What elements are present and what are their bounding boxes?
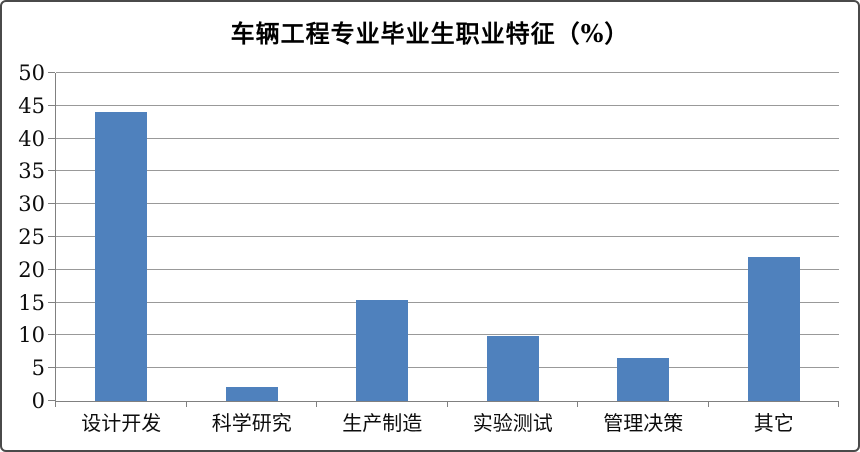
x-tick-2 xyxy=(316,402,317,407)
x-axis-label-设计开发: 设计开发 xyxy=(81,411,162,435)
y-axis-label-50: 50 xyxy=(18,61,45,85)
x-axis-label-科学研究: 科学研究 xyxy=(211,411,292,435)
bar-管理决策 xyxy=(617,357,670,401)
y-axis-label-35: 35 xyxy=(18,159,45,184)
gridline-10 xyxy=(56,334,839,336)
bar-科学研究 xyxy=(225,386,278,401)
y-axis-label-0: 0 xyxy=(31,389,45,413)
y-tick-15 xyxy=(48,301,55,303)
bar-其它 xyxy=(747,256,800,401)
y-axis-label-30: 30 xyxy=(18,192,45,217)
gridline-40 xyxy=(56,137,839,139)
y-tick-35 xyxy=(48,170,55,172)
y-axis-label-25: 25 xyxy=(18,225,45,249)
x-axis-label-其它: 其它 xyxy=(753,411,794,435)
y-axis-label-15: 15 xyxy=(18,290,45,315)
y-axis-line xyxy=(55,73,56,401)
y-tick-5 xyxy=(48,367,55,369)
x-tick-5 xyxy=(708,402,709,407)
gridline-25 xyxy=(56,236,839,237)
gridline-5 xyxy=(56,367,839,369)
bar-生产制造 xyxy=(356,299,409,401)
y-tick-50 xyxy=(48,72,55,73)
x-tick-3 xyxy=(447,402,448,407)
y-tick-40 xyxy=(48,137,55,139)
gridline-30 xyxy=(56,203,839,205)
bar-实验测试 xyxy=(486,336,539,401)
plot-area xyxy=(48,72,839,407)
y-axis-label-5: 5 xyxy=(31,356,45,381)
gridline-35 xyxy=(56,170,839,172)
x-tick-4 xyxy=(577,402,578,407)
x-tick-6 xyxy=(838,402,839,407)
gridline-20 xyxy=(56,268,839,270)
x-axis-label-管理决策: 管理决策 xyxy=(603,411,684,435)
x-axis-label-生产制造: 生产制造 xyxy=(342,411,423,435)
y-axis-label-45: 45 xyxy=(18,93,45,118)
y-tick-25 xyxy=(48,236,55,237)
chart-title: 车辆工程专业毕业生职业特征（%） xyxy=(230,19,630,48)
y-tick-0 xyxy=(48,400,55,401)
y-axis-label-40: 40 xyxy=(18,126,45,151)
y-tick-30 xyxy=(48,203,55,205)
y-axis-label-20: 20 xyxy=(18,257,45,282)
gridline-45 xyxy=(56,104,839,106)
y-axis-label-10: 10 xyxy=(18,323,45,348)
x-axis-line xyxy=(55,401,839,402)
x-axis-label-实验测试: 实验测试 xyxy=(472,411,553,435)
x-tick-0 xyxy=(55,402,56,407)
gridline-50 xyxy=(56,72,839,73)
y-tick-45 xyxy=(48,104,55,106)
bar-设计开发 xyxy=(95,112,148,401)
y-tick-10 xyxy=(48,334,55,336)
gridline-15 xyxy=(56,301,839,303)
x-tick-1 xyxy=(186,402,187,407)
y-tick-20 xyxy=(48,268,55,270)
